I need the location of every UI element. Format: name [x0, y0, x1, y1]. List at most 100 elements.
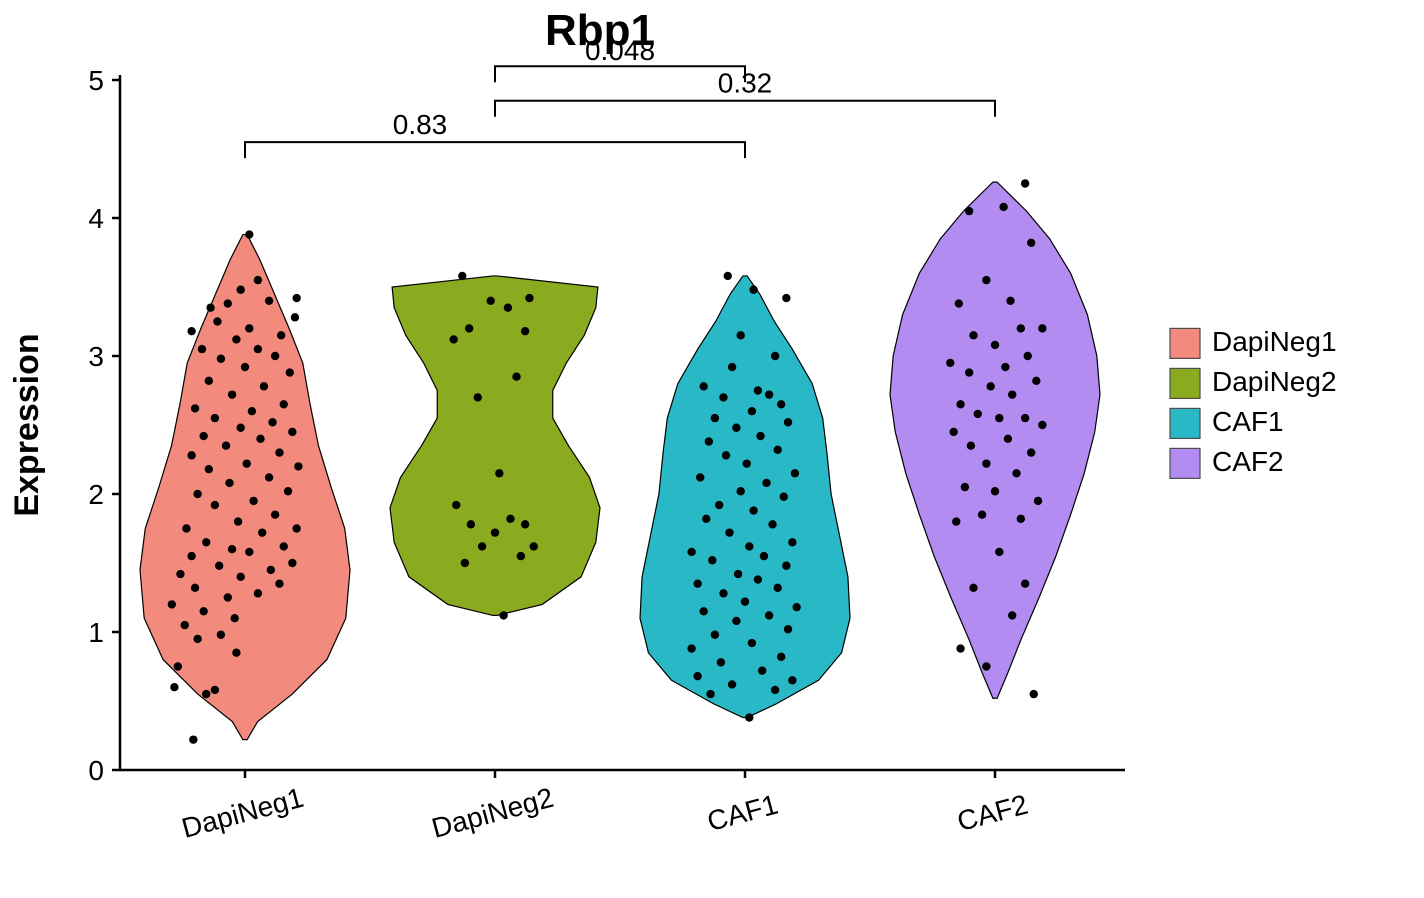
data-point: [754, 575, 762, 583]
violin-plot: Rbp1012345ExpressionDapiNeg1DapiNeg2CAF1…: [0, 0, 1424, 898]
data-point: [217, 355, 225, 363]
data-point: [982, 276, 990, 284]
data-point: [268, 418, 276, 426]
data-point: [1021, 580, 1029, 588]
data-point: [999, 203, 1007, 211]
data-point: [782, 562, 790, 570]
data-point: [478, 542, 486, 550]
data-point: [974, 410, 982, 418]
data-point: [956, 400, 964, 408]
data-point: [955, 299, 963, 307]
data-point: [728, 680, 736, 688]
data-point: [449, 335, 457, 343]
data-point: [982, 459, 990, 467]
data-point: [745, 542, 753, 550]
data-point: [241, 363, 249, 371]
violin-DapiNeg2: [390, 276, 600, 615]
data-point: [722, 451, 730, 459]
data-point: [174, 662, 182, 670]
data-point: [748, 407, 756, 415]
data-point: [792, 603, 800, 611]
data-point: [1008, 611, 1016, 619]
data-point: [765, 611, 773, 619]
data-point: [699, 382, 707, 390]
data-point: [1006, 297, 1014, 305]
data-point: [215, 562, 223, 570]
p-value-label: 0.83: [393, 109, 448, 140]
data-point: [777, 400, 785, 408]
data-point: [275, 448, 283, 456]
data-point: [732, 424, 740, 432]
data-point: [187, 451, 195, 459]
data-point: [225, 479, 233, 487]
data-point: [741, 597, 749, 605]
data-point: [758, 666, 766, 674]
data-point: [717, 658, 725, 666]
data-point: [1012, 469, 1020, 477]
data-point: [228, 390, 236, 398]
data-point: [687, 644, 695, 652]
data-point: [1032, 377, 1040, 385]
data-point: [245, 324, 253, 332]
data-point: [284, 487, 292, 495]
data-point: [784, 418, 792, 426]
y-tick-label: 4: [88, 203, 104, 234]
data-point: [736, 331, 744, 339]
data-point: [995, 548, 1003, 556]
data-point: [782, 294, 790, 302]
data-point: [734, 570, 742, 578]
data-point: [271, 352, 279, 360]
data-point: [230, 614, 238, 622]
data-point: [517, 552, 525, 560]
legend-label: CAF2: [1212, 446, 1284, 477]
data-point: [986, 382, 994, 390]
data-point: [982, 662, 990, 670]
data-point: [236, 424, 244, 432]
data-point: [956, 644, 964, 652]
data-point: [762, 479, 770, 487]
data-point: [236, 573, 244, 581]
data-point: [205, 465, 213, 473]
data-point: [294, 462, 302, 470]
data-point: [277, 331, 285, 339]
data-point: [187, 327, 195, 335]
legend-label: DapiNeg1: [1212, 326, 1337, 357]
data-point: [191, 584, 199, 592]
data-point: [736, 487, 744, 495]
data-point: [461, 559, 469, 567]
data-point: [693, 580, 701, 588]
data-point: [499, 611, 507, 619]
data-point: [189, 735, 197, 743]
data-point: [271, 511, 279, 519]
data-point: [275, 580, 283, 588]
data-point: [217, 631, 225, 639]
data-point: [732, 617, 740, 625]
legend-swatch: [1170, 408, 1200, 438]
data-point: [458, 272, 466, 280]
data-point: [728, 363, 736, 371]
data-point: [967, 442, 975, 450]
data-point: [791, 469, 799, 477]
data-point: [756, 432, 764, 440]
data-point: [1030, 690, 1038, 698]
data-point: [243, 459, 251, 467]
data-point: [506, 515, 514, 523]
data-point: [224, 593, 232, 601]
data-point: [267, 566, 275, 574]
data-point: [521, 327, 529, 335]
data-point: [780, 493, 788, 501]
y-tick-label: 3: [88, 341, 104, 372]
data-point: [711, 631, 719, 639]
data-point: [168, 600, 176, 608]
data-point: [774, 584, 782, 592]
data-point: [1017, 515, 1025, 523]
data-point: [978, 511, 986, 519]
data-point: [193, 490, 201, 498]
data-point: [784, 625, 792, 633]
data-point: [288, 559, 296, 567]
data-point: [248, 407, 256, 415]
data-point: [1027, 448, 1035, 456]
data-point: [777, 653, 785, 661]
data-point: [708, 556, 716, 564]
data-point: [495, 469, 503, 477]
